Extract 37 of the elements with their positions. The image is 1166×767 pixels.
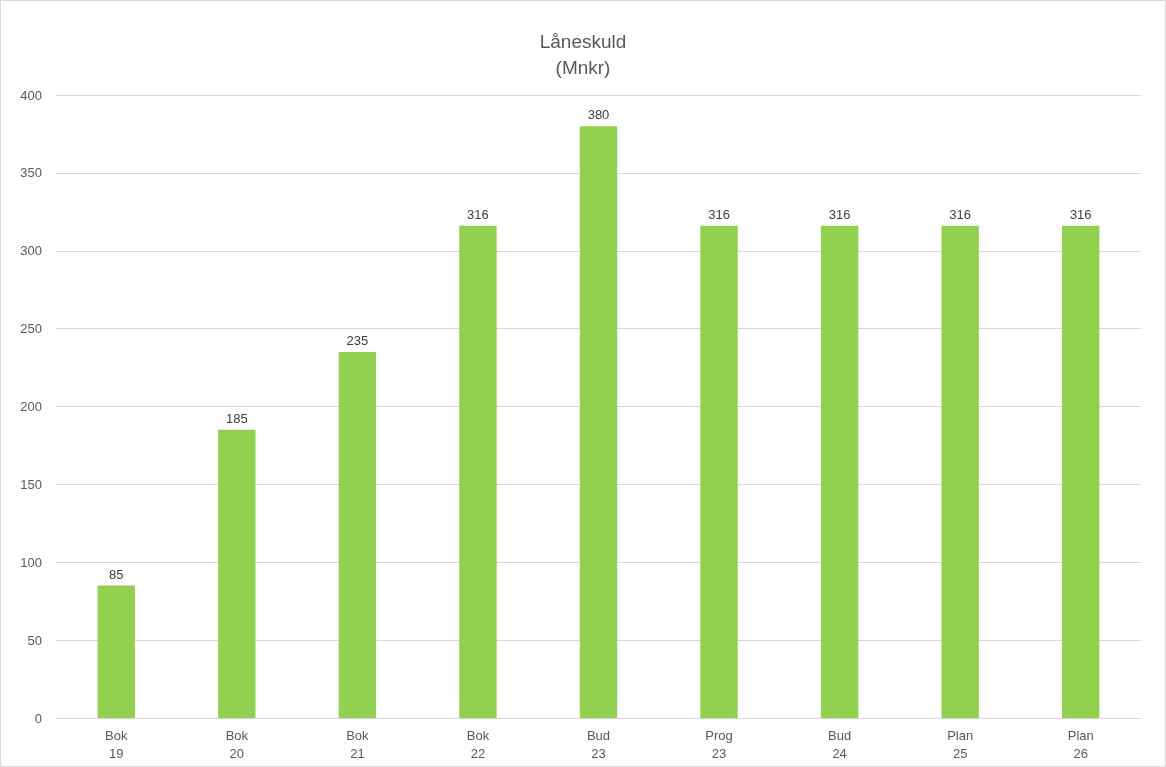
x-tick-label: Bud 24 (828, 727, 852, 761)
x-tick-label: Prog 23 (705, 727, 733, 761)
y-tick-label: 150 (20, 476, 42, 492)
y-tick-label: 50 (27, 632, 42, 648)
data-label: 316 (1069, 206, 1092, 222)
bar (941, 225, 979, 718)
bar (459, 225, 497, 718)
data-label: 185 (225, 410, 248, 426)
bar (1062, 225, 1100, 718)
x-tick-label: Bok 22 (466, 727, 490, 761)
data-label: 85 (109, 566, 124, 582)
bar (579, 126, 618, 718)
y-tick-label: 400 (20, 87, 42, 103)
data-label: 235 (346, 332, 369, 348)
y-tick-label: 0 (34, 710, 42, 726)
y-tick-label: 350 (20, 165, 42, 181)
data-label: 380 (587, 107, 610, 123)
chart-title: Låneskuld (Mnkr) (539, 30, 627, 78)
x-tick-label: Bok 20 (225, 727, 249, 761)
bar (97, 585, 135, 718)
bar (338, 351, 377, 718)
bar (820, 225, 859, 718)
data-label: 316 (949, 206, 972, 222)
bar (700, 225, 738, 718)
x-tick-label: Bok 19 (105, 727, 128, 761)
x-tick-label: Bud 23 (586, 727, 611, 761)
x-tick-label: Bok 21 (346, 727, 370, 761)
data-label: 316 (467, 206, 489, 222)
y-tick-label: 200 (20, 399, 42, 414)
x-tick-label: Plan 26 (1067, 727, 1094, 761)
y-tick-label: 300 (20, 243, 42, 259)
y-tick-label: 250 (20, 321, 42, 337)
data-label: 316 (708, 206, 730, 222)
bar (218, 429, 256, 718)
data-label: 316 (828, 206, 851, 222)
y-tick-label: 100 (20, 554, 42, 570)
x-tick-label: Plan 25 (947, 727, 974, 761)
